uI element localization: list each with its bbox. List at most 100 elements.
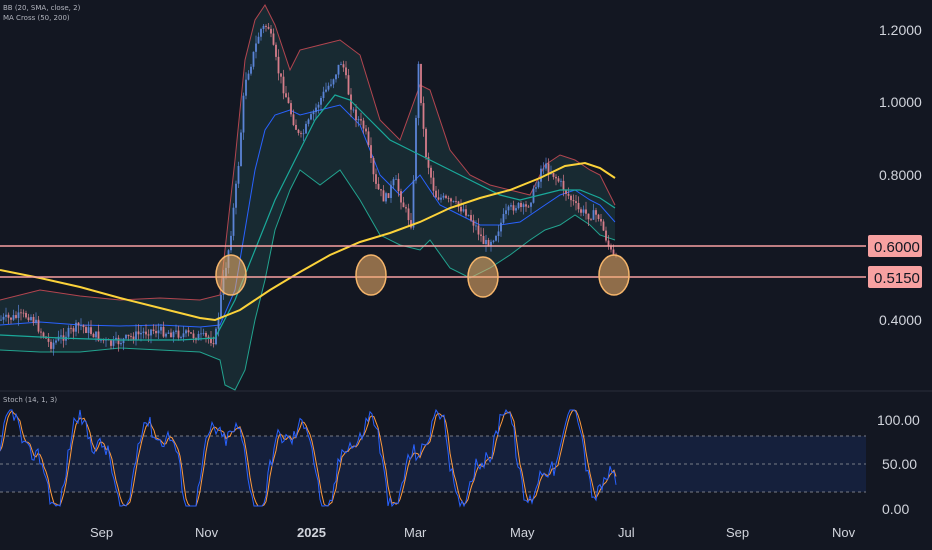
candle-body bbox=[462, 209, 465, 212]
x-tick-label: May bbox=[510, 525, 535, 540]
candle-body bbox=[552, 173, 555, 177]
candle-body bbox=[50, 341, 52, 349]
candle-body bbox=[275, 44, 277, 57]
candle-body bbox=[357, 119, 360, 121]
x-axis[interactable]: Sep Nov 2025 Mar May Jul Sep Nov bbox=[90, 525, 856, 540]
candle-body bbox=[555, 176, 557, 179]
candle-body bbox=[587, 213, 590, 220]
bb-legend[interactable]: BB (20, SMA, close, 2) bbox=[3, 4, 81, 12]
candle-body bbox=[342, 64, 345, 68]
candle-body bbox=[137, 331, 140, 335]
support-highlight-1 bbox=[215, 254, 247, 296]
candle-body bbox=[147, 334, 150, 336]
candle-body bbox=[582, 209, 585, 213]
candle-body bbox=[285, 93, 287, 98]
stoch-legend[interactable]: Stoch (14, 1, 3) bbox=[3, 396, 58, 404]
candle-body bbox=[77, 322, 80, 326]
candle-body bbox=[602, 221, 605, 231]
ma200-line bbox=[0, 161, 616, 322]
candle-body bbox=[265, 25, 267, 27]
x-tick-label: Nov bbox=[832, 525, 856, 540]
candle-body bbox=[82, 325, 85, 328]
candle-body bbox=[585, 209, 587, 214]
candle-body bbox=[67, 327, 70, 337]
candle-body bbox=[410, 220, 412, 228]
candle-body bbox=[560, 180, 562, 182]
candle-body bbox=[380, 189, 382, 191]
candle-body bbox=[235, 183, 237, 208]
stoch-y-tick: 100.00 bbox=[877, 412, 920, 428]
candle-body bbox=[30, 316, 32, 321]
candle-body bbox=[207, 336, 210, 339]
candle-body bbox=[5, 314, 7, 317]
candle-body bbox=[612, 249, 615, 255]
candle-body bbox=[15, 315, 17, 318]
candle-body bbox=[212, 343, 215, 345]
candle-body bbox=[507, 206, 510, 211]
candle-body bbox=[170, 332, 172, 338]
x-tick-label: Nov bbox=[195, 525, 219, 540]
candle-body bbox=[355, 109, 357, 121]
candle-body bbox=[592, 210, 595, 220]
candle-body bbox=[70, 327, 72, 329]
price-tag-0-6000[interactable]: 0.6000 bbox=[868, 235, 922, 257]
candle-body bbox=[210, 338, 212, 344]
stoch-d-line bbox=[0, 409, 617, 507]
candle-body bbox=[42, 332, 45, 337]
candle-body bbox=[192, 333, 195, 339]
y-tick-label: 1.0000 bbox=[879, 94, 922, 110]
candle-body bbox=[320, 97, 322, 105]
candle-body bbox=[497, 231, 500, 236]
candle-body bbox=[577, 202, 580, 210]
candle-body bbox=[477, 225, 480, 235]
candle-body bbox=[365, 128, 367, 132]
candle-body bbox=[247, 73, 250, 80]
bollinger-lower-line bbox=[0, 169, 616, 391]
candle-body bbox=[352, 109, 355, 111]
candle-body bbox=[55, 340, 57, 343]
price-pane[interactable]: 1.2000 1.0000 0.8000 0.4000 0.6000 0.515… bbox=[0, 4, 922, 391]
candle-body bbox=[532, 188, 535, 203]
candle-body bbox=[345, 67, 347, 76]
price-tag-0-5150[interactable]: 0.5150 bbox=[868, 266, 922, 288]
candle-body bbox=[112, 339, 115, 346]
candle-body bbox=[202, 332, 205, 334]
candle-body bbox=[220, 294, 222, 318]
candle-body bbox=[257, 36, 260, 44]
candle-body bbox=[432, 177, 435, 191]
candle-body bbox=[412, 180, 415, 228]
candle-body bbox=[32, 316, 35, 323]
candle-body bbox=[280, 73, 282, 77]
y-tick-label: 0.4000 bbox=[879, 312, 922, 328]
candle-body bbox=[350, 94, 352, 110]
ma-cross-legend[interactable]: MA Cross (50, 200) bbox=[3, 14, 70, 22]
candle-body bbox=[437, 197, 440, 200]
candle-body bbox=[535, 187, 537, 189]
candle-body bbox=[480, 234, 482, 236]
candle-body bbox=[85, 327, 87, 333]
candle-body bbox=[115, 337, 117, 340]
candle-body bbox=[387, 193, 390, 198]
candle-body bbox=[337, 64, 340, 75]
candle-body bbox=[502, 213, 505, 223]
candle-body bbox=[505, 210, 507, 214]
candle-body bbox=[52, 342, 55, 349]
candle-body bbox=[72, 328, 75, 332]
candle-body bbox=[567, 193, 570, 196]
candle-body bbox=[545, 163, 547, 169]
candle-body bbox=[335, 74, 337, 80]
candle-body bbox=[467, 215, 470, 216]
candle-body bbox=[35, 319, 37, 323]
candle-body bbox=[245, 79, 247, 96]
candle-body bbox=[610, 245, 612, 250]
candle-body bbox=[185, 330, 187, 334]
candle-body bbox=[600, 218, 602, 222]
x-tick-label: Mar bbox=[404, 525, 427, 540]
candle-body bbox=[415, 117, 417, 181]
candle-body bbox=[542, 168, 545, 170]
candle-body bbox=[425, 128, 427, 158]
candle-body bbox=[515, 208, 517, 211]
candle-body bbox=[240, 132, 242, 167]
stoch-pane[interactable]: 100.00 50.00 0.00 bbox=[0, 408, 920, 517]
